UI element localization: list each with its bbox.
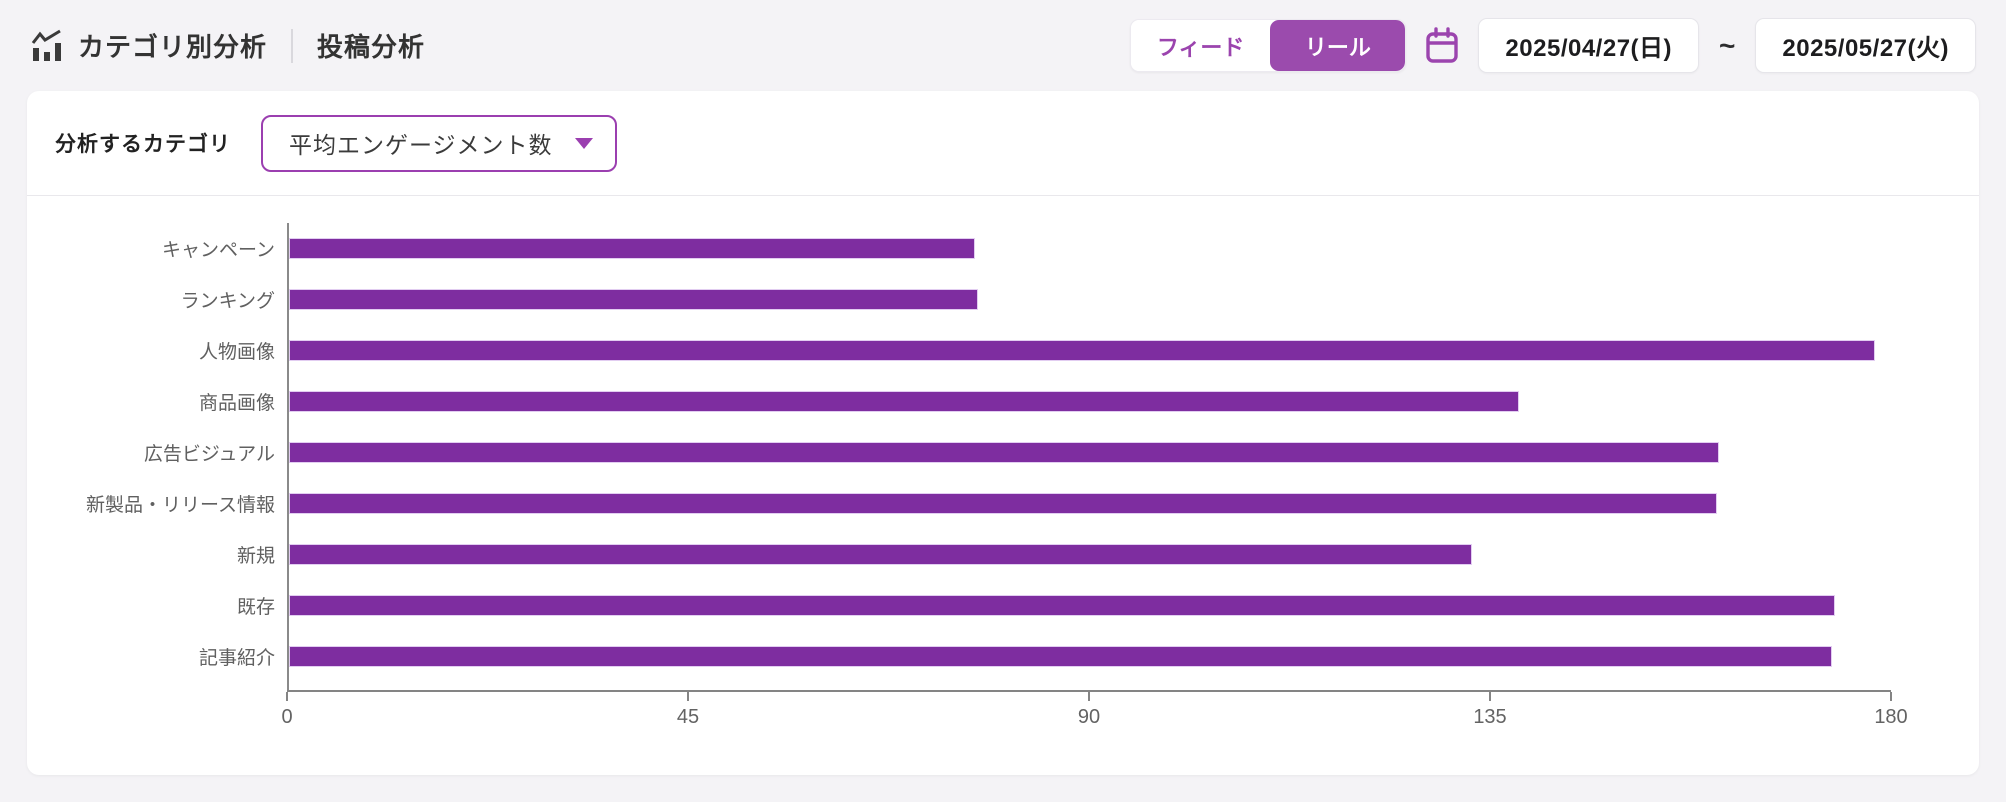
y-axis-line	[287, 223, 289, 690]
x-axis-tick-label: 135	[1473, 706, 1507, 728]
bar-track	[287, 289, 1891, 310]
end-date-field[interactable]: 2025/05/27(火)	[1755, 18, 1976, 73]
bar-track	[287, 544, 1891, 565]
filter-row: 分析するカテゴリ 平均エンゲージメント数	[27, 91, 1979, 195]
x-axis-tick	[1088, 692, 1090, 701]
bar[interactable]	[289, 238, 976, 259]
x-axis-tick	[687, 692, 689, 701]
x-axis-tick-label: 45	[676, 706, 700, 728]
bar-track	[287, 442, 1891, 463]
calendar-icon	[1426, 26, 1459, 63]
category-label: 新製品・リリース情報	[85, 495, 275, 516]
page-title: カテゴリ別分析	[78, 32, 268, 62]
chart-row: 人物画像	[27, 325, 1979, 376]
x-axis-tick	[1489, 692, 1491, 701]
category-label: 広告ビジュアル	[143, 444, 275, 465]
chart-row: 新規	[27, 529, 1979, 580]
start-date-field[interactable]: 2025/04/27(日)	[1478, 18, 1700, 73]
bar-track	[287, 646, 1891, 667]
card-divider	[27, 195, 1979, 196]
tab-reel[interactable]: リール	[1270, 20, 1406, 71]
bar[interactable]	[289, 595, 1836, 616]
chart-row: 新製品・リリース情報	[27, 478, 1979, 529]
bar[interactable]	[289, 442, 1720, 463]
category-label: 既存	[236, 597, 275, 618]
bar-track	[287, 238, 1891, 259]
chart-row: ランキング	[27, 274, 1979, 325]
bar[interactable]	[289, 493, 1717, 514]
x-axis-tick-label: 90	[1077, 706, 1101, 728]
filter-label: 分析するカテゴリ	[55, 133, 231, 156]
date-range-separator: ~	[1719, 29, 1736, 61]
chart-row: 広告ビジュアル	[27, 427, 1979, 478]
chart-row: 既存	[27, 580, 1979, 631]
x-axis-tick	[1890, 692, 1892, 701]
category-label: キャンペーン	[161, 240, 275, 261]
bar-track	[287, 340, 1891, 361]
metric-dropdown-value: 平均エンゲージメント数	[289, 132, 553, 158]
chevron-down-icon	[575, 137, 593, 149]
category-label: 商品画像	[198, 393, 275, 414]
chart-row: キャンペーン	[27, 223, 1979, 274]
category-label: ランキング	[180, 291, 275, 312]
feed-reel-toggle: フィード リール	[1129, 19, 1407, 72]
chart-row: 商品画像	[27, 376, 1979, 427]
category-label: 新規	[236, 546, 275, 567]
bar-track	[287, 493, 1891, 514]
x-axis-tick-label: 0	[281, 706, 293, 728]
nav-post-analysis[interactable]: 投稿分析	[317, 32, 426, 62]
bar[interactable]	[289, 544, 1472, 565]
header-title-group: カテゴリ別分析 投稿分析	[30, 27, 425, 64]
chart-row: 記事紹介	[27, 631, 1979, 682]
bar-track	[287, 595, 1891, 616]
metric-dropdown[interactable]: 平均エンゲージメント数	[261, 114, 617, 172]
header: カテゴリ別分析 投稿分析 フィード リール 2025/04/27(日) ~ 20…	[0, 0, 2006, 91]
tab-feed[interactable]: フィード	[1130, 20, 1271, 71]
title-divider	[291, 28, 294, 63]
analytics-chart-icon	[31, 29, 61, 61]
analysis-card: 分析するカテゴリ 平均エンゲージメント数 キャンペーンランキング人物画像商品画像…	[27, 91, 1979, 775]
x-axis: 0 45 90 135 180	[281, 690, 1908, 736]
chart-rows: キャンペーンランキング人物画像商品画像広告ビジュアル新製品・リリース情報新規既存…	[27, 223, 1979, 682]
x-axis-tick	[286, 692, 288, 701]
bar-chart: キャンペーンランキング人物画像商品画像広告ビジュアル新製品・リリース情報新規既存…	[27, 223, 1979, 736]
bar[interactable]	[289, 646, 1833, 667]
category-label: 記事紹介	[198, 648, 275, 669]
category-label: 人物画像	[198, 342, 275, 363]
header-controls: フィード リール 2025/04/27(日) ~ 2025/05/27(火)	[1129, 18, 1976, 73]
bar[interactable]	[289, 340, 1876, 361]
bar[interactable]	[289, 289, 978, 310]
bar[interactable]	[289, 391, 1519, 412]
x-axis-tick-label: 180	[1874, 706, 1908, 728]
bar-track	[287, 391, 1891, 412]
